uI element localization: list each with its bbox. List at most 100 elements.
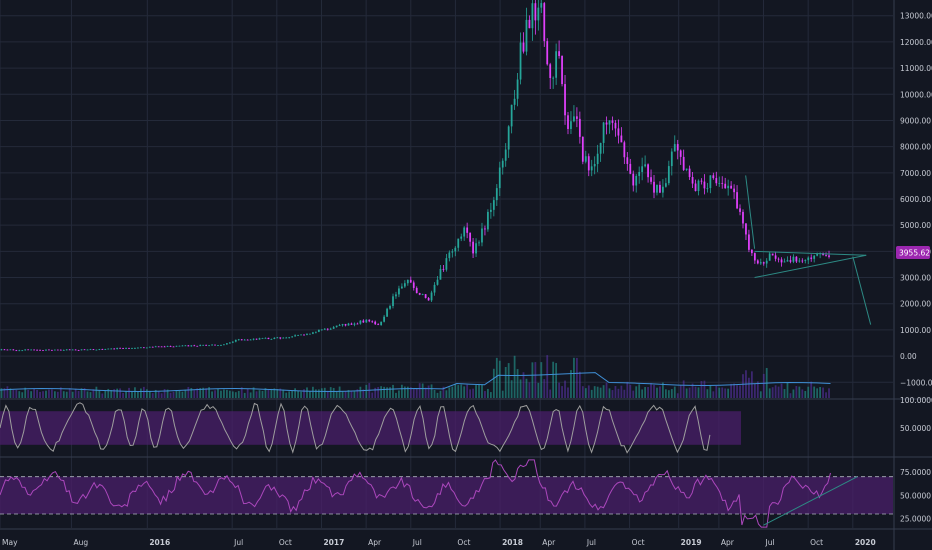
candle-body — [338, 325, 341, 327]
volume-bar — [98, 390, 101, 398]
candle-body — [718, 183, 721, 184]
price-tick-label: 11000.00 — [900, 64, 932, 73]
volume-bar — [335, 391, 338, 398]
volume-bar — [617, 388, 620, 398]
candle-body — [208, 345, 210, 347]
trendlines[interactable] — [745, 175, 872, 325]
volume-bar — [469, 389, 472, 398]
trendline[interactable] — [754, 254, 867, 279]
volume-bar — [504, 366, 507, 398]
candle-body — [172, 346, 175, 348]
volume-bar — [30, 391, 33, 398]
candle-body — [712, 175, 715, 179]
candle-body — [89, 349, 92, 351]
volume-bar — [166, 389, 169, 398]
price-axis[interactable]: 13000.00 12000.00 11000.00 10000.00 9000.00 8… — [900, 12, 932, 524]
candle-body — [525, 19, 528, 52]
volume-bar — [756, 381, 759, 398]
volume-bar — [721, 387, 724, 398]
candle-body — [30, 349, 33, 351]
volume-bar — [0, 388, 3, 398]
candle-body — [240, 339, 243, 341]
volume-bar — [178, 390, 181, 398]
candle-body — [160, 346, 163, 348]
volume-bar — [246, 388, 249, 398]
candle-body — [581, 136, 584, 162]
volume-bar — [691, 383, 694, 398]
volume-bar — [584, 388, 587, 398]
volume-bar — [341, 391, 344, 398]
rsi-tick-label: 50.0000 — [900, 491, 931, 500]
candle-body — [721, 183, 724, 184]
volume-bar — [297, 390, 299, 398]
trendline[interactable] — [745, 175, 756, 249]
trendline[interactable] — [852, 256, 872, 325]
candle-body — [736, 192, 738, 209]
candle-body — [249, 339, 252, 341]
candle-body — [74, 349, 77, 351]
candle-body — [825, 255, 827, 256]
rsi-trendline[interactable] — [763, 476, 858, 526]
time-axis[interactable]: May Aug 2016 Jul Oct 2017 Apr Jul Oct 2018 Apr Jul O… — [2, 538, 876, 547]
candle-body — [178, 345, 181, 347]
candle-body — [279, 337, 282, 339]
volume-bar — [199, 388, 202, 398]
volume-bar — [344, 391, 347, 398]
candle-body — [608, 120, 611, 125]
volume-bar — [181, 391, 184, 398]
volume-bar — [267, 389, 270, 398]
volume-bar — [273, 388, 276, 398]
candle-body — [3, 349, 6, 351]
candle-body — [51, 349, 53, 351]
candle-body — [703, 181, 706, 189]
volume-bar — [427, 385, 430, 398]
candle-body — [267, 337, 270, 340]
volume-bar — [507, 363, 510, 398]
volume-bar — [33, 389, 35, 398]
time-tick-label: Jul — [586, 538, 596, 547]
volume-bar — [525, 378, 528, 398]
candle-body — [700, 180, 703, 182]
candle-body — [587, 156, 590, 171]
candle-body — [77, 350, 80, 351]
volume-bar — [365, 384, 368, 398]
candle-body — [611, 120, 614, 123]
volume-bar — [742, 374, 744, 398]
candle-body — [196, 345, 199, 347]
volume-bar — [448, 387, 451, 398]
candle-body — [9, 349, 12, 351]
volume-bar — [629, 384, 632, 398]
volume-ma-line — [0, 372, 831, 393]
candle-body — [513, 98, 516, 105]
candle-body — [148, 346, 151, 348]
candle-body — [472, 241, 474, 254]
candle-body — [261, 338, 264, 339]
candle-body — [220, 345, 222, 346]
candle-body — [783, 261, 786, 263]
volume-bar — [641, 389, 644, 398]
candle-body — [12, 349, 15, 351]
price-tick-label: 10000.00 — [900, 90, 932, 99]
volume-bar — [421, 383, 424, 398]
volume-bar — [457, 385, 460, 398]
volume-bar — [804, 391, 807, 398]
volume-bar — [748, 377, 750, 398]
candle-body — [341, 324, 344, 326]
candle-body — [234, 339, 237, 342]
volume-bar — [540, 362, 543, 398]
candle-body — [715, 178, 718, 184]
candle-body — [647, 164, 649, 178]
volume-bar — [679, 385, 682, 398]
candle-body — [445, 258, 448, 270]
candle-body — [644, 164, 647, 167]
volume-bar — [398, 390, 400, 398]
trendline[interactable] — [754, 250, 867, 256]
candle-body — [522, 42, 525, 52]
price-tick-label: 8000.00 — [900, 143, 931, 152]
candle-body — [768, 253, 771, 261]
candle-body — [383, 316, 385, 322]
candle-body — [813, 255, 816, 259]
